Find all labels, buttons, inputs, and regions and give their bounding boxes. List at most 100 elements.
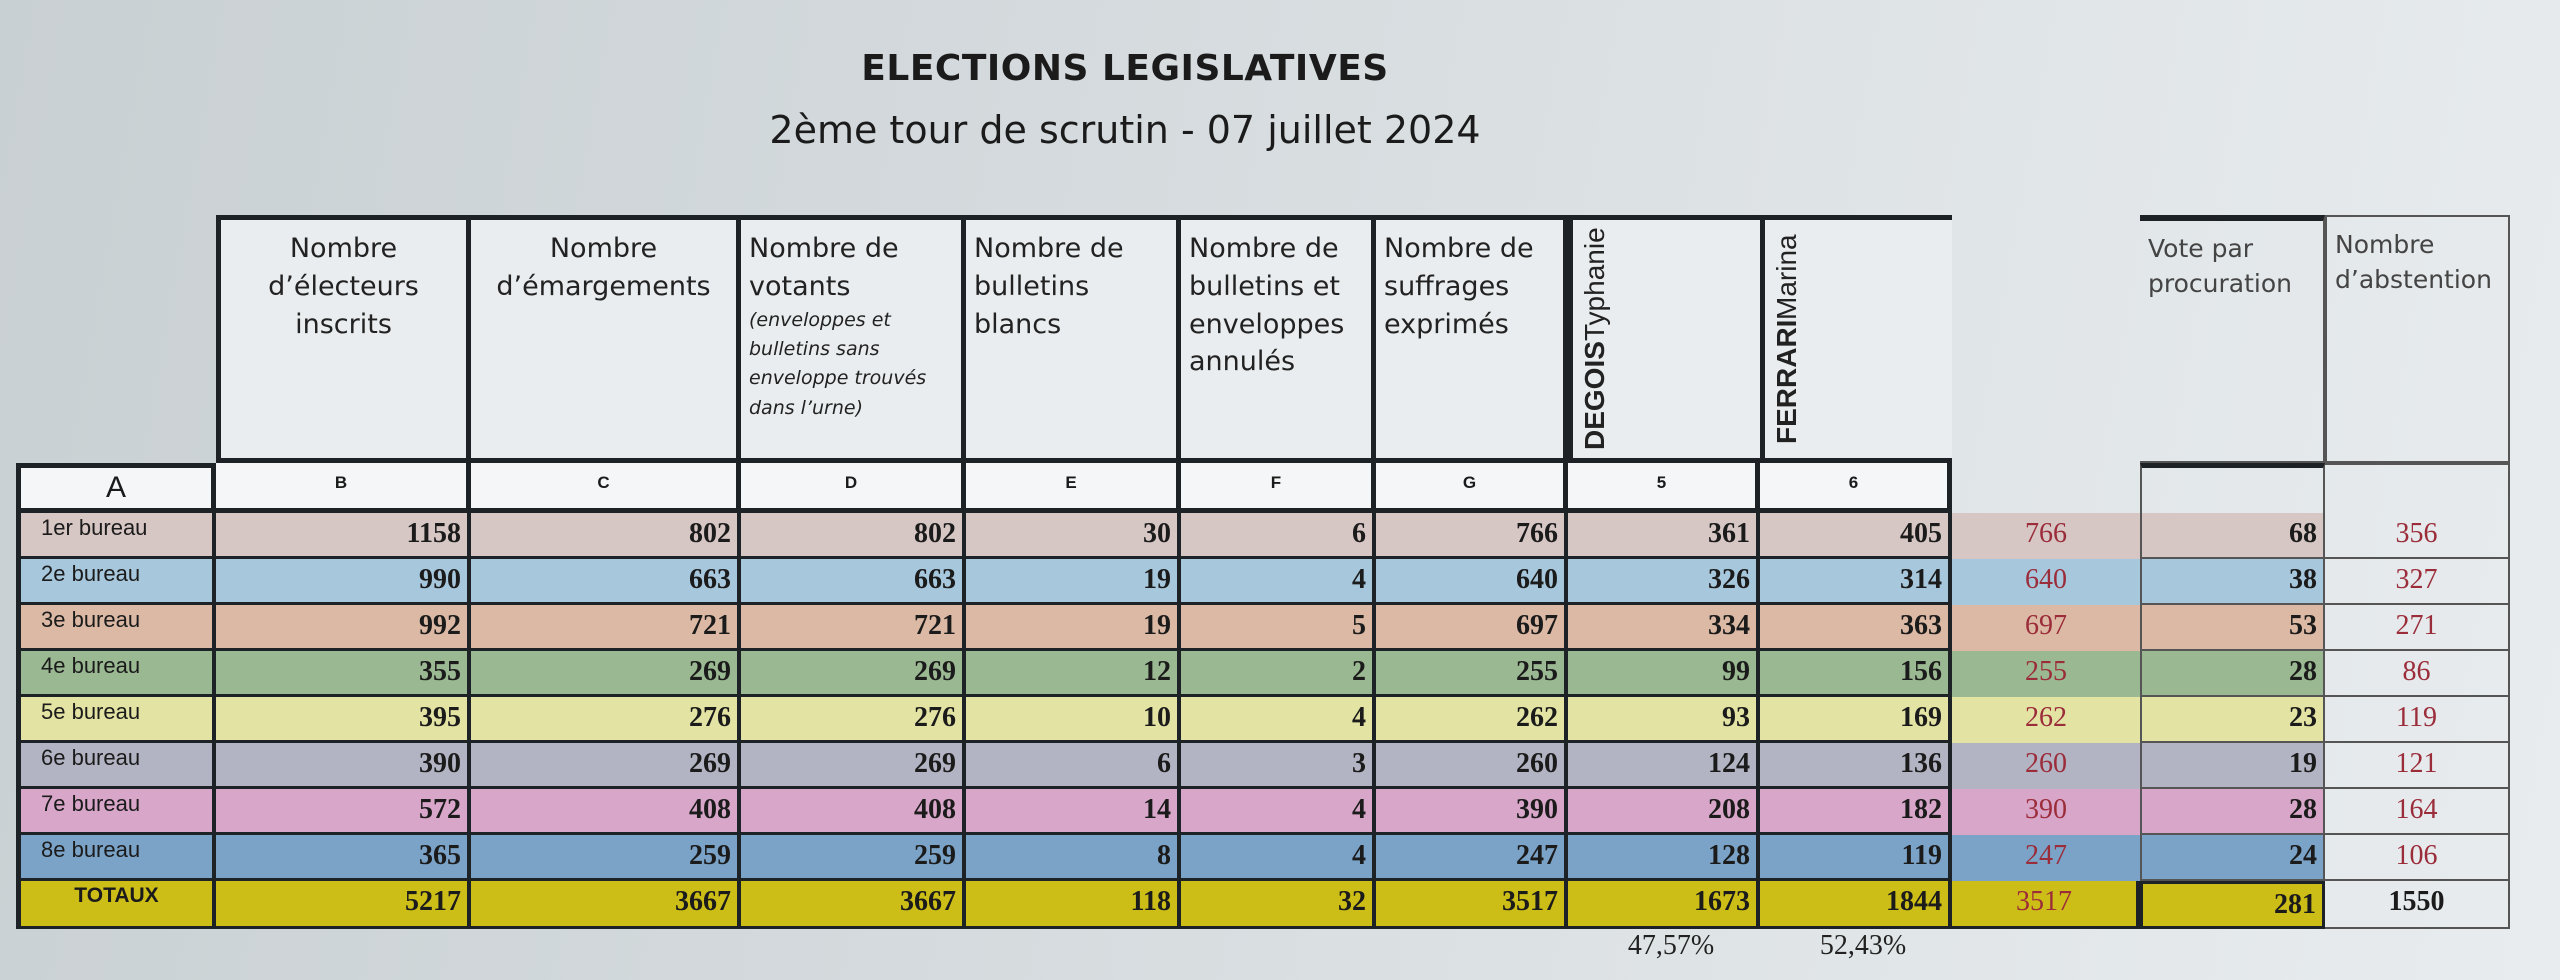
header-exprimes: Nombre de suffrages exprimés: [1376, 215, 1568, 463]
cell-check: 640: [1952, 559, 2140, 605]
cell-c6: 182: [1760, 789, 1952, 835]
row-label: 5e bureau: [16, 697, 216, 743]
col-letter-d: D: [741, 463, 966, 513]
header-emargements: Nombre d’émargements: [471, 215, 741, 463]
cell-c6: 169: [1760, 697, 1952, 743]
cell-c6: 405: [1760, 513, 1952, 559]
cell-e: 14: [966, 789, 1181, 835]
col-letter-5: 5: [1568, 463, 1760, 513]
total-c5: 1673: [1568, 881, 1760, 929]
cell-check: 390: [1952, 789, 2140, 835]
total-abstention: 1550: [2325, 881, 2510, 929]
col-letter-procuration: [2140, 463, 2325, 513]
cell-c: 802: [471, 513, 741, 559]
cell-b: 990: [216, 559, 471, 605]
cell-d: 276: [741, 697, 966, 743]
cell-c5: 208: [1568, 789, 1760, 835]
cell-e: 30: [966, 513, 1181, 559]
cell-f: 6: [1181, 513, 1376, 559]
col-letter-a: A: [16, 463, 216, 513]
cell-check: 766: [1952, 513, 2140, 559]
candidate2-lastname: FERRARI: [1771, 319, 1802, 445]
cell-check: 262: [1952, 697, 2140, 743]
header-check-spacer: [1952, 215, 2140, 463]
cell-f: 4: [1181, 559, 1376, 605]
cell-d: 408: [741, 789, 966, 835]
cell-g: 640: [1376, 559, 1568, 605]
cell-c: 259: [471, 835, 741, 881]
cell-c6: 156: [1760, 651, 1952, 697]
cell-c5: 334: [1568, 605, 1760, 651]
cell-procuration: 24: [2140, 835, 2325, 881]
cell-abstention: 119: [2325, 697, 2510, 743]
total-check: 3517: [1952, 881, 2140, 929]
cell-abstention: 164: [2325, 789, 2510, 835]
cell-c5: 361: [1568, 513, 1760, 559]
cell-abstention: 121: [2325, 743, 2510, 789]
cell-e: 8: [966, 835, 1181, 881]
row-label: 6e bureau: [16, 743, 216, 789]
cell-g: 247: [1376, 835, 1568, 881]
header-abstention: Nombre d’abstention: [2325, 215, 2510, 463]
cell-procuration: 68: [2140, 513, 2325, 559]
cell-check: 260: [1952, 743, 2140, 789]
header-blancs: Nombre de bulletins blancs: [966, 215, 1181, 463]
header-candidate-degois: DEGOIS Typhanie: [1568, 215, 1760, 463]
total-f: 32: [1181, 881, 1376, 929]
cell-g: 697: [1376, 605, 1568, 651]
header-annules: Nombre de bulletins et enveloppes annulé…: [1181, 215, 1376, 463]
cell-procuration: 23: [2140, 697, 2325, 743]
cell-f: 3: [1181, 743, 1376, 789]
cell-c: 408: [471, 789, 741, 835]
cell-d: 802: [741, 513, 966, 559]
percentage-ferrari: 52,43%: [1819, 930, 1907, 961]
cell-f: 4: [1181, 835, 1376, 881]
cell-c5: 93: [1568, 697, 1760, 743]
cell-g: 766: [1376, 513, 1568, 559]
cell-e: 10: [966, 697, 1181, 743]
total-e: 118: [966, 881, 1181, 929]
cell-c6: 136: [1760, 743, 1952, 789]
cell-abstention: 106: [2325, 835, 2510, 881]
cell-check: 247: [1952, 835, 2140, 881]
cell-e: 6: [966, 743, 1181, 789]
header-votants-label: Nombre de votants: [749, 233, 899, 302]
document-title: ELECTIONS LEGISLATIVES: [861, 48, 1389, 89]
cell-c6: 363: [1760, 605, 1952, 651]
col-letter-6: 6: [1760, 463, 1952, 513]
cell-d: 269: [741, 743, 966, 789]
cell-d: 721: [741, 605, 966, 651]
cell-procuration: 28: [2140, 651, 2325, 697]
cell-d: 663: [741, 559, 966, 605]
total-b: 5217: [216, 881, 471, 929]
candidate1-lastname: DEGOIS: [1579, 341, 1610, 451]
cell-procuration: 28: [2140, 789, 2325, 835]
row-label: 8e bureau: [16, 835, 216, 881]
col-letter-c: C: [471, 463, 741, 513]
cell-b: 1158: [216, 513, 471, 559]
row-label: 3e bureau: [16, 605, 216, 651]
col-letter-abstention: [2325, 463, 2510, 513]
cell-check: 697: [1952, 605, 2140, 651]
header-votants-note: (enveloppes et bulletins sans enveloppe …: [749, 308, 927, 419]
cell-g: 260: [1376, 743, 1568, 789]
total-procuration: 281: [2140, 881, 2325, 929]
cell-c: 269: [471, 651, 741, 697]
total-c6: 1844: [1760, 881, 1952, 929]
row-label: 4e bureau: [16, 651, 216, 697]
candidate2-firstname: Marina: [1771, 233, 1802, 320]
cell-g: 390: [1376, 789, 1568, 835]
header-procuration: Vote par procuration: [2140, 215, 2325, 463]
col-letter-f: F: [1181, 463, 1376, 513]
cell-procuration: 38: [2140, 559, 2325, 605]
candidate1-firstname: Typhanie: [1579, 227, 1610, 342]
cell-c: 276: [471, 697, 741, 743]
results-table: Nombre d’électeurs inscrits Nombre d’éma…: [16, 215, 2510, 929]
cell-c6: 119: [1760, 835, 1952, 881]
total-d: 3667: [741, 881, 966, 929]
cell-abstention: 327: [2325, 559, 2510, 605]
cell-abstention: 356: [2325, 513, 2510, 559]
cell-c5: 99: [1568, 651, 1760, 697]
cell-e: 12: [966, 651, 1181, 697]
cell-c5: 124: [1568, 743, 1760, 789]
